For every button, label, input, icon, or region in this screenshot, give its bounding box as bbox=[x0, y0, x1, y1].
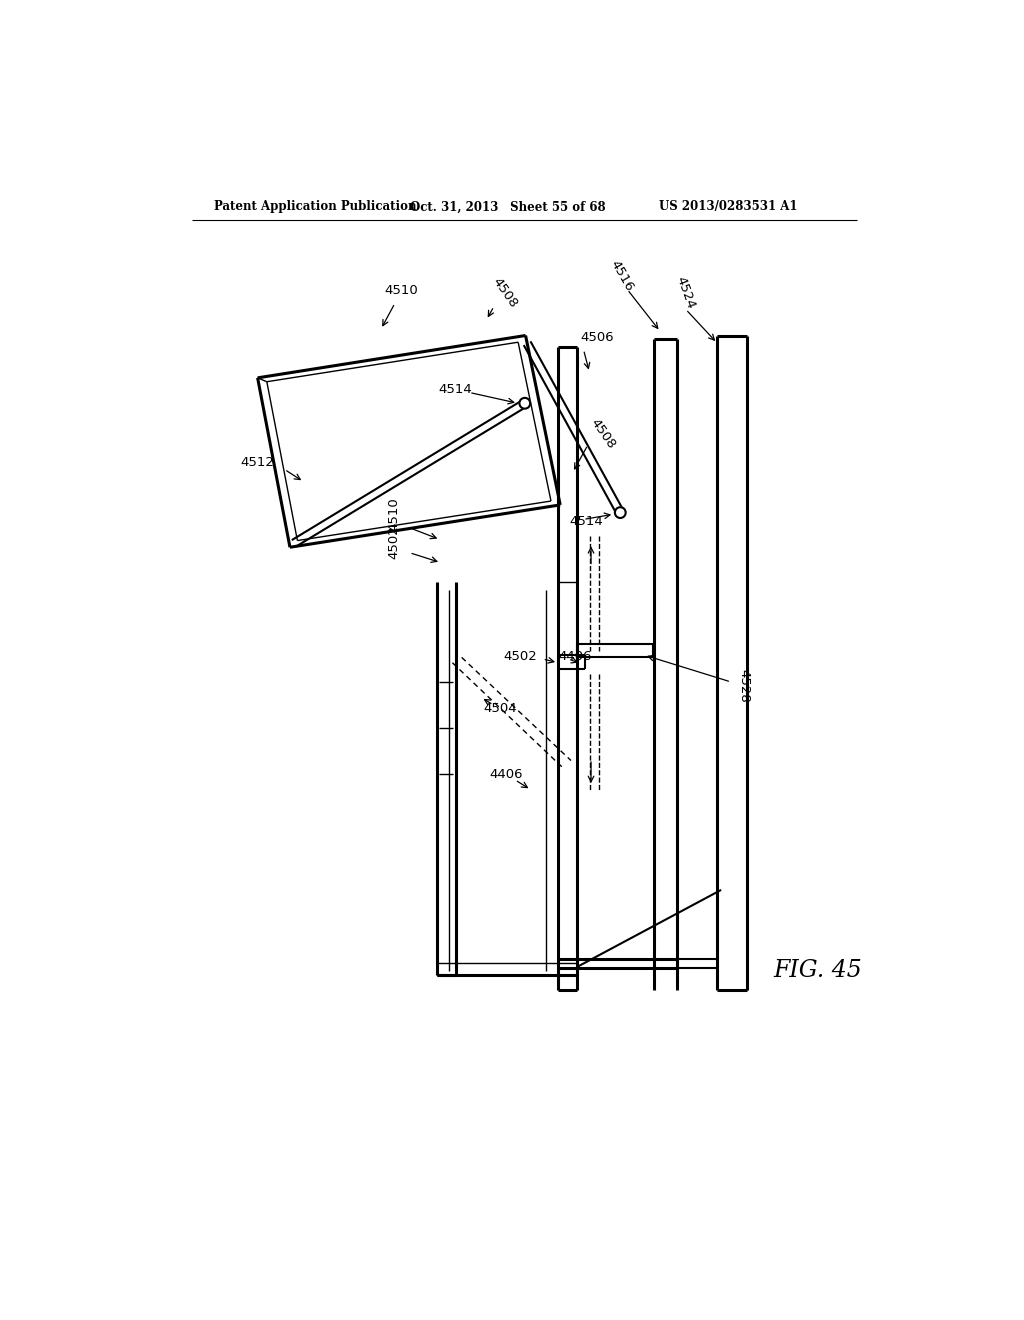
Text: 4510: 4510 bbox=[387, 498, 400, 531]
Text: 4502: 4502 bbox=[504, 649, 538, 663]
Text: Patent Application Publication: Patent Application Publication bbox=[214, 201, 416, 214]
Text: 4528: 4528 bbox=[737, 669, 751, 702]
Text: 4514: 4514 bbox=[569, 515, 603, 528]
Text: 4506: 4506 bbox=[581, 330, 613, 343]
Text: 4502: 4502 bbox=[387, 525, 400, 558]
Text: 4516: 4516 bbox=[608, 257, 636, 293]
Text: Oct. 31, 2013  Sheet 55 of 68: Oct. 31, 2013 Sheet 55 of 68 bbox=[410, 201, 605, 214]
Circle shape bbox=[519, 397, 530, 409]
Text: 4508: 4508 bbox=[489, 276, 520, 310]
Text: 4512: 4512 bbox=[240, 455, 273, 469]
Text: 4406: 4406 bbox=[558, 649, 592, 663]
Circle shape bbox=[614, 507, 626, 517]
Text: 4514: 4514 bbox=[438, 383, 472, 396]
Text: 4510: 4510 bbox=[385, 284, 419, 297]
Text: 4524: 4524 bbox=[673, 275, 697, 312]
Text: US 2013/0283531 A1: US 2013/0283531 A1 bbox=[658, 201, 798, 214]
Text: FIG. 45: FIG. 45 bbox=[773, 960, 862, 982]
Text: 4508: 4508 bbox=[588, 417, 617, 451]
Text: 4504: 4504 bbox=[483, 702, 517, 715]
Text: 4406: 4406 bbox=[489, 768, 523, 781]
